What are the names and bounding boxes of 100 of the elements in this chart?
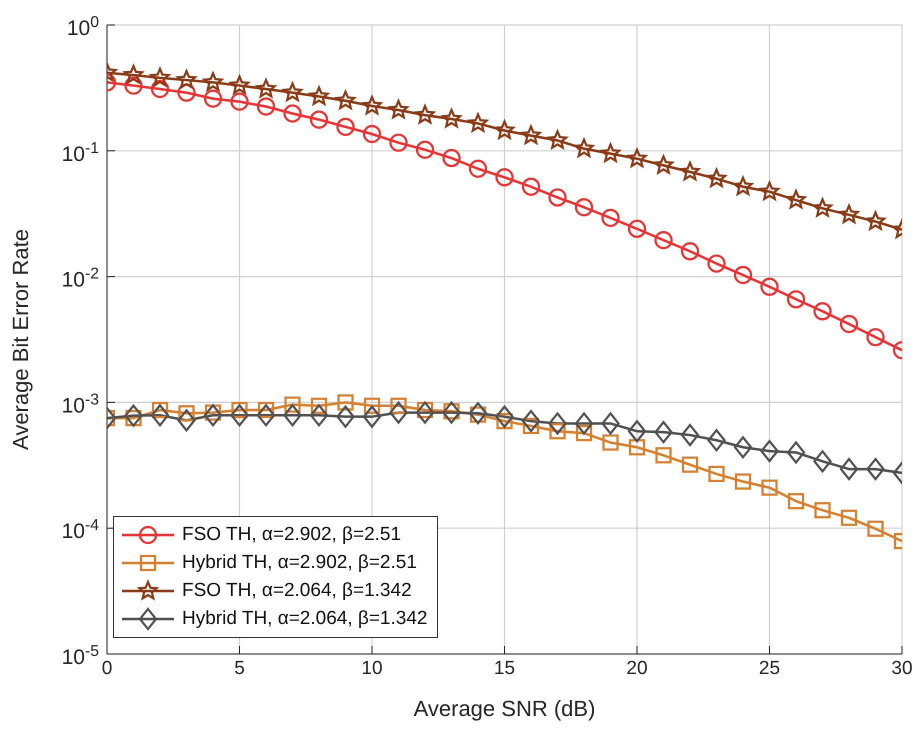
point <box>548 412 567 435</box>
point <box>654 155 674 174</box>
x-tick-label: 30 <box>891 658 913 679</box>
y-tick-label: 10$^{-3}$ <box>62 390 100 418</box>
y-tick-label: 10$^{-2}$ <box>62 265 99 292</box>
point <box>707 254 726 273</box>
point <box>786 190 806 208</box>
point <box>442 401 461 424</box>
x-tick-label: 10 <box>361 658 383 679</box>
x-axis-title: Average SNR (dB) <box>414 696 596 721</box>
point <box>256 78 276 98</box>
point <box>574 138 594 158</box>
x-tick-label: 15 <box>494 658 516 679</box>
point <box>284 396 301 413</box>
point <box>230 404 249 426</box>
point <box>230 92 249 111</box>
point <box>812 198 832 217</box>
point <box>310 110 328 129</box>
point <box>468 402 488 424</box>
point <box>601 208 620 227</box>
point <box>760 278 779 296</box>
point <box>150 68 170 86</box>
point <box>124 64 144 84</box>
point <box>574 198 594 216</box>
point <box>337 394 354 410</box>
point <box>495 406 514 428</box>
point <box>786 441 806 464</box>
y-tick-label: 10$^{0}$ <box>66 14 100 40</box>
point <box>707 429 726 452</box>
point <box>813 450 832 472</box>
point <box>600 144 620 162</box>
point <box>442 148 461 168</box>
point <box>336 118 355 136</box>
point <box>256 404 276 426</box>
x-tick-label: 5 <box>234 658 245 679</box>
point <box>362 96 382 114</box>
point <box>813 302 832 320</box>
point <box>336 90 356 110</box>
point <box>150 80 170 98</box>
point <box>733 176 753 196</box>
point <box>468 113 488 132</box>
point <box>840 510 858 526</box>
point <box>786 290 806 308</box>
point <box>602 434 619 451</box>
point <box>788 493 804 510</box>
point <box>680 162 700 180</box>
point <box>839 204 859 224</box>
point <box>548 130 568 149</box>
point <box>362 406 382 428</box>
point <box>283 104 302 123</box>
point <box>310 398 328 414</box>
point <box>760 440 779 462</box>
point <box>230 75 250 94</box>
point <box>258 402 274 418</box>
point <box>176 70 196 88</box>
legend-label: FSO TH, α=2.902, β=2.51 <box>182 524 402 546</box>
point <box>628 439 646 456</box>
point <box>283 404 302 426</box>
point <box>760 182 780 200</box>
point <box>680 424 700 446</box>
x-tick-label: 25 <box>758 658 780 679</box>
point <box>706 168 726 188</box>
point <box>416 401 434 424</box>
point <box>310 404 328 426</box>
point <box>628 420 646 442</box>
point <box>680 242 700 260</box>
point <box>866 328 885 346</box>
point <box>204 404 222 426</box>
point <box>654 421 673 444</box>
point <box>282 82 302 102</box>
point <box>177 84 196 102</box>
point <box>682 456 698 473</box>
point <box>574 412 594 435</box>
point <box>627 148 647 168</box>
point <box>576 425 592 442</box>
point <box>840 314 858 334</box>
point <box>814 502 831 518</box>
point <box>840 458 858 480</box>
point <box>442 108 462 128</box>
y-tick-label: 10$^{-4}$ <box>62 516 100 544</box>
point <box>628 220 646 238</box>
point <box>468 160 488 178</box>
point <box>416 402 434 418</box>
point <box>734 473 752 490</box>
point <box>203 72 223 91</box>
point <box>336 406 355 428</box>
point <box>495 168 514 186</box>
point <box>522 410 540 432</box>
point <box>231 402 248 418</box>
point <box>309 86 329 105</box>
point <box>389 134 408 152</box>
point <box>522 178 540 196</box>
point <box>124 404 143 427</box>
legend-label: Hybrid TH, α=2.064, β=1.342 <box>182 608 428 630</box>
x-tick-label: 20 <box>626 658 648 679</box>
legend-label: Hybrid TH, α=2.902, β=2.51 <box>182 552 417 574</box>
y-tick-label: 10$^{-1}$ <box>62 139 99 166</box>
y-tick-label: 10$^{-5}$ <box>62 642 100 669</box>
point <box>734 266 752 284</box>
point <box>389 401 408 424</box>
